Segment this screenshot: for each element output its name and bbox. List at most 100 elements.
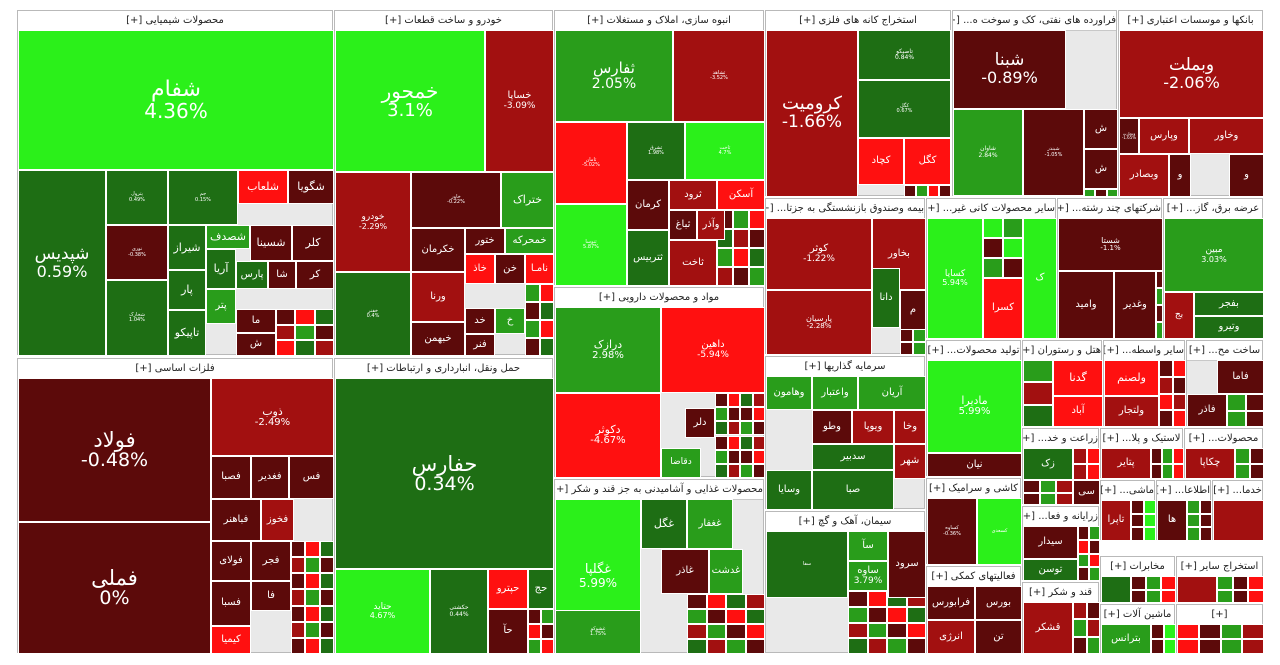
minor-stock-cell[interactable] <box>848 606 868 623</box>
minor-stock-cell[interactable] <box>1086 448 1100 464</box>
stock-tile[interactable]: شفام 4.36% <box>18 30 334 170</box>
minor-stock-cell[interactable] <box>1172 393 1186 411</box>
stock-tile[interactable]: ورنا <box>411 272 465 322</box>
minor-stock-cell[interactable] <box>1245 410 1264 427</box>
minor-stock-cell[interactable] <box>717 248 733 267</box>
stock-tile[interactable]: کر <box>296 261 334 289</box>
sector[interactable]: انبوه سازی، املاک و مستغلات [+] ثفارس 2.05… <box>554 10 765 286</box>
sector[interactable]: ماشین آلات [+] بترانس <box>1100 604 1176 654</box>
minor-stock-cell[interactable] <box>305 605 320 622</box>
stock-tile[interactable]: آریان <box>858 376 926 410</box>
minor-stock-cell[interactable] <box>740 463 753 478</box>
stock-tile[interactable]: گدنا <box>1053 360 1103 396</box>
minor-stock-cell[interactable] <box>528 639 541 654</box>
stock-tile[interactable]: ولتجار <box>1104 396 1159 427</box>
sector-title[interactable]: ساخت مح... [+] <box>1187 341 1262 361</box>
minor-stock-cell[interactable] <box>867 606 887 623</box>
minor-stock-cell[interactable] <box>848 622 868 639</box>
minor-stock-cell[interactable] <box>1242 624 1264 639</box>
stock-tile[interactable]: وبملت -2.06% <box>1119 30 1264 118</box>
minor-stock-cell[interactable] <box>983 218 1003 238</box>
stock-tile[interactable]: حفارس 0.34% <box>335 378 554 569</box>
minor-stock-cell[interactable] <box>1086 619 1100 637</box>
minor-stock-cell[interactable] <box>305 589 320 606</box>
stock-tile[interactable]: خاذ <box>465 254 495 284</box>
stock-tile[interactable]: حآ <box>488 609 528 654</box>
minor-stock-cell[interactable] <box>319 637 334 654</box>
stock-tile[interactable]: خ <box>495 308 525 334</box>
minor-stock-cell[interactable] <box>1151 448 1162 464</box>
stock-tile[interactable]: پار <box>168 270 206 310</box>
minor-stock-cell[interactable] <box>752 449 765 464</box>
minor-stock-cell[interactable] <box>1235 448 1250 464</box>
minor-stock-cell[interactable] <box>726 594 746 609</box>
stock-tile[interactable]: خکرمان <box>411 228 465 272</box>
stock-tile[interactable]: پتایر <box>1101 448 1151 479</box>
minor-stock-cell[interactable] <box>525 338 540 356</box>
minor-stock-cell[interactable] <box>733 267 749 286</box>
stock-tile[interactable]: توسن <box>1023 559 1078 581</box>
minor-stock-cell[interactable] <box>295 324 315 341</box>
minor-stock-cell[interactable] <box>913 328 926 342</box>
stock-tile[interactable]: داهین -5.94% <box>661 307 765 393</box>
sector-title[interactable]: مخابرات [+] <box>1101 557 1174 577</box>
minor-stock-cell[interactable] <box>1227 410 1246 427</box>
stock-tile[interactable]: آباد <box>1053 396 1103 427</box>
minor-stock-cell[interactable] <box>740 407 753 422</box>
stock-tile[interactable]: فاذر <box>1187 394 1227 427</box>
stock-tile[interactable]: ثرود <box>669 180 717 210</box>
minor-stock-cell[interactable] <box>1131 589 1146 603</box>
stock-tile[interactable]: کسایا 5.94% <box>927 218 983 339</box>
stock-tile[interactable]: قشکر <box>1023 602 1073 654</box>
minor-stock-cell[interactable] <box>1249 448 1264 464</box>
stock-tile[interactable]: ما <box>236 309 276 333</box>
stock-tile[interactable]: صبا <box>812 470 894 510</box>
minor-stock-cell[interactable] <box>715 449 728 464</box>
minor-stock-cell[interactable] <box>752 435 765 450</box>
stock-tile[interactable]: وخاور <box>1189 118 1264 154</box>
minor-stock-cell[interactable] <box>848 638 868 654</box>
minor-stock-cell[interactable] <box>1073 602 1087 620</box>
stock-tile[interactable]: فولاد -0.48% <box>18 378 211 522</box>
stock-tile[interactable]: وتیرو <box>1194 316 1264 339</box>
minor-stock-cell[interactable] <box>906 606 926 623</box>
minor-stock-cell[interactable] <box>715 407 728 422</box>
minor-stock-cell[interactable] <box>726 609 746 624</box>
minor-stock-cell[interactable] <box>1159 376 1173 394</box>
minor-stock-cell[interactable] <box>305 637 320 654</box>
stock-tile[interactable]: خمحرکه <box>505 228 554 254</box>
minor-stock-cell[interactable] <box>1217 576 1233 590</box>
sector-title[interactable]: خودرو و ساخت قطعات [+] <box>335 11 552 31</box>
stock-tile[interactable] <box>1213 500 1264 541</box>
minor-stock-cell[interactable] <box>1177 624 1199 639</box>
stock-tile[interactable]: ها <box>1157 500 1187 541</box>
stock-tile[interactable]: وتجارت -1.65% <box>1119 118 1139 154</box>
minor-stock-cell[interactable] <box>525 284 540 302</box>
minor-stock-cell[interactable] <box>1220 639 1243 654</box>
minor-stock-cell[interactable] <box>939 185 951 197</box>
stock-tile[interactable]: حکشتی 0.44% <box>430 569 488 654</box>
stock-tile[interactable]: ثباغ <box>669 210 697 240</box>
stock-tile[interactable]: بفجر <box>1194 292 1264 316</box>
minor-stock-cell[interactable] <box>983 238 1003 258</box>
minor-stock-cell[interactable] <box>525 320 540 338</box>
stock-tile[interactable]: وطو <box>812 410 852 444</box>
sector-title[interactable]: سایر واسطه... [+] <box>1104 341 1184 361</box>
minor-stock-cell[interactable] <box>727 407 740 422</box>
stock-tile[interactable]: سفا <box>766 531 848 598</box>
stock-tile[interactable]: ثاخت <box>669 240 717 286</box>
minor-stock-cell[interactable] <box>1143 500 1156 514</box>
sector[interactable]: هتل و رستوران [+] گدنا آباد <box>1022 340 1103 427</box>
stock-tile[interactable]: کوثر -1.22% <box>766 218 872 290</box>
minor-stock-cell[interactable] <box>726 624 746 639</box>
stock-tile[interactable]: خن <box>495 254 525 284</box>
stock-tile[interactable]: سی <box>1073 480 1100 505</box>
minor-stock-cell[interactable] <box>983 258 1003 278</box>
stock-tile[interactable]: غشوکو 1.75% <box>555 610 641 654</box>
stock-tile[interactable]: حتاید 4.67% <box>335 569 430 654</box>
minor-stock-cell[interactable] <box>1056 492 1073 505</box>
sector-title[interactable]: شرکتهای چند رشته... [+] <box>1058 199 1161 219</box>
stock-tile[interactable]: کگل 0.67% <box>858 80 951 138</box>
stock-tile[interactable]: تاپیکو <box>168 310 206 356</box>
stock-tile[interactable]: فخوز <box>261 499 294 541</box>
